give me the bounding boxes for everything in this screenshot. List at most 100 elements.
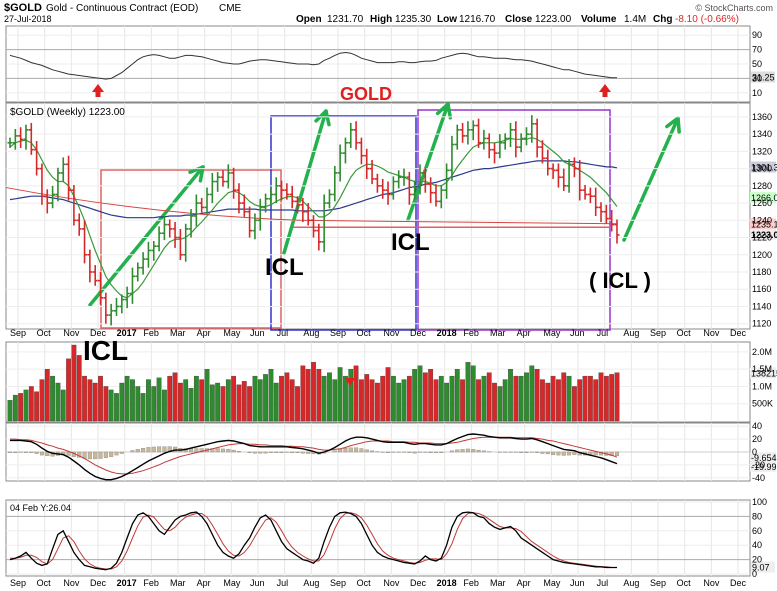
price-bar <box>66 155 72 201</box>
volume-bar <box>130 379 135 422</box>
volume-bar <box>438 375 444 422</box>
volume-bar <box>609 374 615 422</box>
x-axis-label: May <box>223 328 241 338</box>
x-axis-label: 2018 <box>437 328 457 338</box>
volume-bar <box>188 388 194 422</box>
price-bar <box>215 172 221 192</box>
volume-bar <box>66 358 71 422</box>
x-axis-label: May <box>223 578 241 588</box>
x-axis-label: Oct <box>357 578 372 588</box>
macd-histogram-bar <box>93 451 98 460</box>
red-down-arrow-icon <box>345 378 355 386</box>
top-value-tag <box>751 71 775 83</box>
macd-histogram-bar <box>23 451 28 453</box>
macd-histogram-bar <box>279 451 284 453</box>
volume-bar <box>273 382 279 422</box>
price-bar <box>406 172 412 205</box>
volume-bar <box>492 382 497 422</box>
price-bar <box>28 122 34 155</box>
volume-bar <box>502 379 508 422</box>
price-axis-label: 1140 <box>752 301 771 311</box>
volume-bar <box>300 365 306 422</box>
volume-bar <box>204 369 210 422</box>
price-bar <box>34 141 40 176</box>
volume-bar <box>385 367 391 422</box>
volume-bar <box>556 379 561 422</box>
macd-histogram-bar <box>354 447 359 453</box>
volume-bar <box>284 372 290 422</box>
price-bar <box>593 187 599 216</box>
price-bar <box>550 163 556 179</box>
macd-histogram-bar <box>247 451 252 453</box>
volume-value: 1.4M <box>624 14 646 25</box>
volume-bar <box>231 375 237 422</box>
macd-histogram-bar <box>433 451 438 453</box>
price-bar <box>385 181 391 205</box>
volume-bar <box>252 375 258 422</box>
volume-label: Volume <box>581 14 617 25</box>
price-bar <box>161 216 167 241</box>
x-axis-label: Jun <box>250 328 265 338</box>
price-bar <box>231 167 237 199</box>
ma-long-line <box>9 160 618 219</box>
price-bar <box>311 215 316 238</box>
price-bar <box>492 142 498 164</box>
x-axis-label: 2018 <box>437 578 457 588</box>
macd-tag <box>750 452 776 464</box>
price-bar <box>7 137 13 148</box>
green-arrow-shaft <box>622 116 680 242</box>
x-axis-label: Aug <box>303 578 319 588</box>
volume-bar <box>582 375 588 422</box>
macd-histogram-bar <box>428 451 433 453</box>
x-axis-label: Dec <box>90 578 107 588</box>
price-bar <box>486 133 492 159</box>
price-bar <box>497 134 503 159</box>
volume-bar <box>614 372 620 422</box>
macd-tag-label: -19.99 <box>751 462 777 472</box>
top-axis-label: 30 <box>752 73 762 83</box>
panel-volume-frame <box>5 341 751 423</box>
price-bar <box>438 184 444 209</box>
macd-histogram-bar <box>481 450 486 453</box>
price-bar <box>119 294 125 314</box>
annotation-icl-1: ICL <box>83 335 128 366</box>
close-label: Close <box>505 14 533 25</box>
macd-histogram-bar <box>146 447 151 453</box>
x-axis-label: Sep <box>650 578 666 588</box>
price-bar <box>332 166 338 202</box>
volume-bar <box>422 372 428 422</box>
green-arrow-head-icon <box>314 109 331 127</box>
x-axis-label: Jul <box>597 578 609 588</box>
volume-bar <box>114 393 119 422</box>
high-label: High <box>370 14 392 25</box>
stoch-d-line <box>10 512 617 570</box>
volume-bar <box>337 367 343 422</box>
volume-bar <box>577 379 583 422</box>
price-bar <box>252 213 258 240</box>
x-axis-label: Sep <box>330 578 346 588</box>
volume-bar <box>87 379 93 422</box>
price-bar <box>108 303 114 326</box>
macd-axis-label: 40 <box>752 421 762 431</box>
x-axis-label: 2017 <box>117 328 137 338</box>
volume-bar <box>92 382 98 422</box>
price-axis-label: 1120 <box>752 319 771 329</box>
volume-bar <box>209 384 215 422</box>
x-axis-label: Aug <box>623 328 639 338</box>
price-bar <box>561 168 567 192</box>
volume-bar <box>18 393 24 422</box>
macd-histogram-bar <box>119 451 124 454</box>
price-bar <box>587 187 593 204</box>
price-bar <box>380 178 386 199</box>
price-bar <box>50 185 56 209</box>
volume-bar <box>444 382 450 422</box>
x-axis-label: Jun <box>250 578 265 588</box>
volume-bar <box>587 375 593 422</box>
volume-bar <box>348 369 354 422</box>
volume-axis-label: 1.5M <box>752 364 772 374</box>
macd-histogram-bar <box>556 451 561 456</box>
macd-axis-label: 20 <box>752 434 762 444</box>
x-axis-label: Apr <box>517 578 531 588</box>
volume-bar <box>406 375 412 422</box>
volume-bar <box>598 372 604 422</box>
